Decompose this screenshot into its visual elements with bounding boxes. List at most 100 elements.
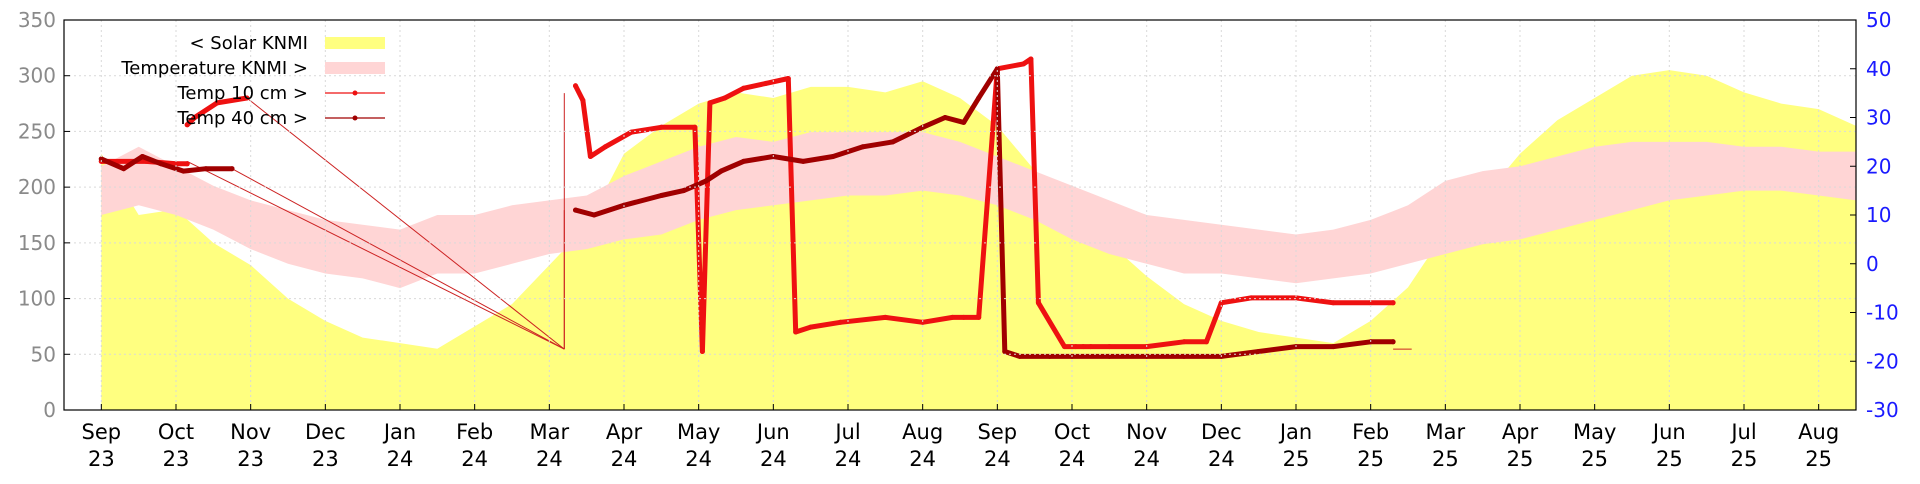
temp-10cm-point xyxy=(1080,344,1086,350)
temp-10cm-point xyxy=(1218,300,1224,306)
x-tick-label-year: 24 xyxy=(1059,447,1086,471)
temp-40cm-point xyxy=(800,158,806,164)
temp-10cm-point xyxy=(976,314,982,320)
temp-40cm-point xyxy=(229,166,235,172)
x-tick-label-month: May xyxy=(677,420,720,444)
temp-10cm-point xyxy=(808,324,814,330)
y-right-tick-label: -20 xyxy=(1866,349,1899,373)
x-tick-label-month: Sep xyxy=(978,420,1018,444)
temp-10cm-point xyxy=(580,97,586,103)
x-tick-label-year: 23 xyxy=(237,447,264,471)
temp-10cm-point xyxy=(1390,300,1396,306)
y-right-tick-label: 50 xyxy=(1866,8,1891,32)
temp-10cm-line-2 xyxy=(573,56,1396,354)
legend-solar-label: < Solar KNMI xyxy=(189,33,308,54)
temp-10cm-point xyxy=(950,314,955,320)
y-left-tick-label: 50 xyxy=(31,342,56,366)
x-tick-label-year: 24 xyxy=(1133,447,1160,471)
x-tick-label-year: 24 xyxy=(909,447,936,471)
temp-10cm-point xyxy=(573,83,578,89)
temp-40cm-point xyxy=(718,168,724,174)
temp-10cm-point xyxy=(1073,344,1079,350)
x-tick-label-month: Dec xyxy=(1201,420,1242,444)
temp-10cm-point xyxy=(1248,295,1254,301)
temp-40cm-point xyxy=(1390,339,1396,345)
x-tick-label-month: Aug xyxy=(902,420,943,444)
x-tick-label-year: 24 xyxy=(461,447,488,471)
temp-40cm-point xyxy=(158,161,164,167)
y-right-tick-label: -10 xyxy=(1866,301,1899,325)
x-tick-label-month: May xyxy=(1573,420,1616,444)
temp-10cm-line-1 xyxy=(184,95,250,128)
x-tick-label-month: Mar xyxy=(530,420,570,444)
legend: < Solar KNMI Temperature KNMI > Temp 10 cm… xyxy=(120,33,385,129)
x-tick-label-year: 24 xyxy=(1208,447,1235,471)
temp-40cm-point xyxy=(860,144,866,150)
x-tick-label-year: 24 xyxy=(685,447,712,471)
x-tick-label-year: 23 xyxy=(88,447,115,471)
x-tick-label-year: 25 xyxy=(1805,447,1832,471)
x-tick-label-month: Nov xyxy=(1126,420,1167,444)
temp-10cm-point xyxy=(173,161,179,167)
legend-temp-10cm: Temp 10 cm > xyxy=(176,83,385,104)
temp-10cm-point xyxy=(184,122,190,128)
temperature-band xyxy=(101,132,1856,289)
x-tick-label-month: Sep xyxy=(82,420,122,444)
x-tick-label-month: Feb xyxy=(456,420,493,444)
temp-40cm-point xyxy=(994,66,1000,72)
y-left-tick-label: 350 xyxy=(18,8,56,32)
x-tick-label-year: 25 xyxy=(1283,447,1310,471)
temp-10cm-point xyxy=(1181,339,1187,345)
temp-40cm-point xyxy=(1106,353,1112,359)
temp-10cm-point xyxy=(882,314,888,320)
y-left-tick-label: 150 xyxy=(18,231,56,255)
temp-10cm-point xyxy=(741,85,746,91)
temp-10cm-point xyxy=(793,329,799,335)
temp-40cm-point xyxy=(1330,344,1336,350)
x-tick-label-year: 24 xyxy=(536,447,563,471)
temp-40cm-point xyxy=(1256,349,1262,354)
temp-10cm-point xyxy=(587,154,593,159)
temp-10cm-point xyxy=(785,76,791,81)
x-tick-label-month: Feb xyxy=(1352,420,1389,444)
temp-10cm-point xyxy=(1088,344,1094,350)
temp-10cm-point xyxy=(1106,344,1112,350)
x-tick-label-year: 25 xyxy=(1731,447,1758,471)
y-left-tick-label: 300 xyxy=(18,64,56,88)
x-tick-label-month: Apr xyxy=(606,420,643,444)
temp-10cm-point xyxy=(629,129,634,135)
plot-content xyxy=(64,20,1856,410)
temp-10cm-point xyxy=(1062,344,1067,350)
legend-temp-40cm-swatch-point xyxy=(352,115,358,121)
y-right-tick-label: 30 xyxy=(1866,106,1891,130)
temp-40cm-point xyxy=(1002,349,1008,354)
temp-10cm-point xyxy=(1293,295,1299,301)
temp-10cm-point xyxy=(244,95,250,101)
temp-40cm-point xyxy=(1017,353,1023,359)
x-tick-label-month: Jul xyxy=(833,420,860,444)
x-tick-label-month: Jun xyxy=(1651,420,1686,444)
x-tick-label-month: Jun xyxy=(755,420,790,444)
temp-10cm-point xyxy=(707,100,713,106)
x-tick-label-month: Apr xyxy=(1502,420,1539,444)
x-tick-label-year: 24 xyxy=(387,447,414,471)
solar-area xyxy=(101,70,1856,410)
legend-temperature-swatch xyxy=(325,62,385,74)
temp-10cm-point xyxy=(602,144,608,150)
temp-10cm-point xyxy=(1368,300,1374,306)
temp-40cm-point xyxy=(976,95,982,101)
temp-40cm-point xyxy=(591,212,597,218)
x-tick-label-month: Aug xyxy=(1798,420,1839,444)
temp-40cm-point xyxy=(203,166,209,172)
temp-10cm-point xyxy=(1203,339,1209,345)
x-tick-label-year: 24 xyxy=(611,447,638,471)
temp-40cm-point xyxy=(681,188,687,194)
temp-40cm-point xyxy=(139,154,145,159)
x-tick-label-year: 24 xyxy=(984,447,1011,471)
legend-solar-swatch xyxy=(325,37,385,49)
temp-40cm-point xyxy=(573,207,578,213)
temp-40cm-point xyxy=(741,158,746,164)
y-left-tick-label: 250 xyxy=(18,119,56,143)
y-right-tick-label: 20 xyxy=(1866,154,1891,178)
